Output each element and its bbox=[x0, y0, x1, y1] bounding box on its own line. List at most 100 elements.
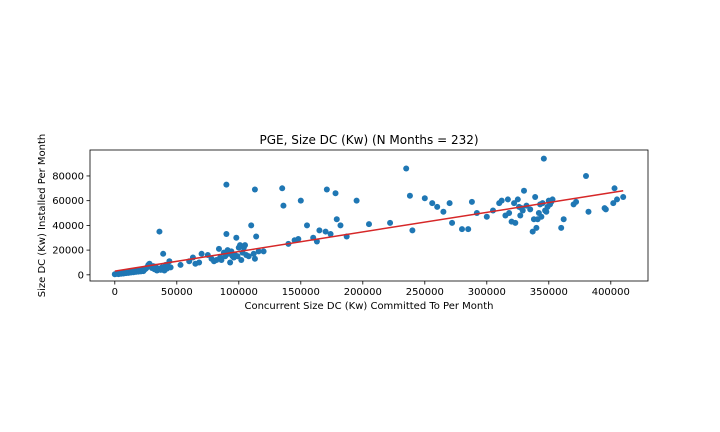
data-point bbox=[260, 248, 267, 255]
data-point bbox=[446, 200, 453, 207]
x-tick-label: 300000 bbox=[468, 287, 506, 298]
data-point bbox=[327, 231, 334, 238]
data-point bbox=[421, 195, 428, 202]
data-point bbox=[506, 210, 513, 217]
data-point bbox=[215, 245, 222, 252]
data-point bbox=[251, 186, 258, 193]
data-point bbox=[585, 208, 592, 215]
data-point bbox=[543, 208, 550, 215]
y-tick-label: 80000 bbox=[52, 171, 84, 182]
data-point bbox=[434, 203, 441, 210]
data-point bbox=[614, 196, 620, 203]
data-point bbox=[280, 202, 287, 209]
data-point bbox=[620, 193, 627, 200]
data-point bbox=[540, 155, 547, 162]
data-point bbox=[533, 224, 540, 231]
trend-layer bbox=[114, 190, 624, 272]
x-axis-ticks: 0 50000 100000 150000 200000 250000 300000 3500… bbox=[112, 281, 630, 298]
x-tick-label: 50000 bbox=[161, 287, 193, 298]
data-point bbox=[177, 261, 184, 268]
data-point bbox=[527, 206, 534, 213]
x-tick-label: 250000 bbox=[406, 287, 444, 298]
data-point bbox=[560, 216, 567, 223]
points-layer bbox=[111, 155, 627, 278]
y-axis-ticks: 0 20000 40000 60000 80000 bbox=[52, 171, 90, 281]
data-point bbox=[227, 259, 234, 266]
data-point bbox=[538, 213, 545, 220]
data-point bbox=[532, 193, 539, 200]
data-point bbox=[573, 198, 580, 205]
data-point bbox=[251, 255, 258, 262]
data-point bbox=[167, 264, 174, 271]
data-point bbox=[387, 219, 394, 226]
data-point bbox=[558, 224, 565, 231]
data-point bbox=[198, 250, 205, 257]
y-tick-label: 20000 bbox=[52, 246, 84, 257]
trend-line bbox=[114, 190, 624, 272]
y-tick-label: 40000 bbox=[52, 221, 84, 232]
data-point bbox=[279, 185, 286, 192]
data-point bbox=[297, 197, 304, 204]
data-point bbox=[521, 187, 527, 194]
x-tick-label: 400000 bbox=[592, 287, 630, 298]
x-tick-label: 350000 bbox=[530, 287, 568, 298]
data-point bbox=[316, 227, 323, 234]
data-point bbox=[483, 213, 490, 220]
data-point bbox=[250, 250, 257, 257]
data-point bbox=[223, 181, 230, 188]
data-point bbox=[583, 172, 589, 179]
data-point bbox=[332, 190, 339, 197]
data-point bbox=[449, 219, 456, 226]
data-point bbox=[156, 228, 163, 235]
data-point bbox=[409, 227, 416, 234]
data-point bbox=[322, 228, 329, 235]
data-point bbox=[465, 226, 472, 233]
data-point bbox=[514, 196, 521, 203]
data-point bbox=[234, 253, 241, 260]
chart-title: PGE, Size DC (Kw) (N Months = 232) bbox=[259, 133, 478, 147]
data-point bbox=[611, 185, 618, 192]
x-tick-label: 150000 bbox=[282, 287, 320, 298]
data-point bbox=[498, 197, 505, 204]
data-point bbox=[602, 206, 609, 213]
data-point bbox=[504, 196, 511, 203]
data-point bbox=[440, 208, 447, 215]
data-point bbox=[253, 233, 260, 240]
data-point bbox=[245, 253, 252, 260]
x-tick-label: 0 bbox=[112, 287, 118, 298]
data-point bbox=[511, 200, 518, 207]
data-point bbox=[233, 234, 240, 241]
data-point bbox=[337, 222, 344, 229]
data-point bbox=[255, 248, 262, 255]
data-point bbox=[512, 219, 519, 226]
data-point bbox=[223, 231, 230, 238]
data-point bbox=[304, 222, 310, 229]
x-axis-label: Concurrent Size DC (Kw) Committed To Per… bbox=[244, 301, 493, 312]
data-point bbox=[366, 221, 372, 228]
data-point bbox=[529, 228, 536, 235]
y-axis-label: Size DC (Kw) Installed Per Month bbox=[37, 134, 48, 298]
data-point bbox=[610, 200, 617, 207]
y-tick-label: 60000 bbox=[52, 196, 84, 207]
data-point bbox=[333, 216, 340, 223]
x-tick-label: 100000 bbox=[220, 287, 258, 298]
data-point bbox=[160, 250, 167, 257]
y-tick-label: 0 bbox=[78, 270, 84, 281]
data-point bbox=[468, 198, 475, 205]
data-point bbox=[323, 186, 330, 193]
data-point bbox=[238, 256, 245, 263]
x-tick-label: 200000 bbox=[344, 287, 382, 298]
data-point bbox=[429, 200, 436, 207]
data-point bbox=[406, 192, 413, 199]
data-point bbox=[517, 212, 524, 219]
data-point bbox=[459, 226, 465, 233]
data-point bbox=[218, 256, 225, 263]
data-point bbox=[353, 197, 360, 204]
data-point bbox=[295, 235, 302, 242]
plot-area bbox=[89, 149, 649, 282]
data-point bbox=[196, 259, 203, 266]
data-point bbox=[248, 222, 255, 229]
data-point bbox=[519, 207, 526, 214]
data-point bbox=[403, 165, 410, 172]
